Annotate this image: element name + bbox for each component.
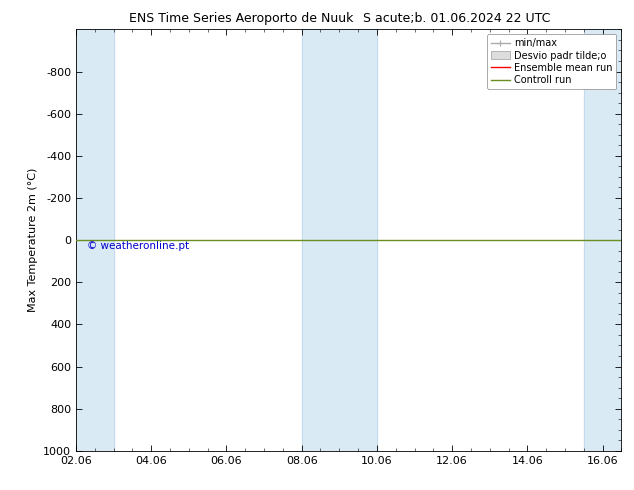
- Bar: [76, 29, 113, 451]
- Legend: min/max, Desvio padr tilde;o, Ensemble mean run, Controll run: min/max, Desvio padr tilde;o, Ensemble m…: [487, 34, 616, 89]
- Text: ENS Time Series Aeroporto de Nuuk: ENS Time Series Aeroporto de Nuuk: [129, 12, 353, 25]
- Text: © weatheronline.pt: © weatheronline.pt: [87, 242, 189, 251]
- Text: S acute;b. 01.06.2024 22 UTC: S acute;b. 01.06.2024 22 UTC: [363, 12, 550, 25]
- Bar: [302, 29, 377, 451]
- Bar: [584, 29, 621, 451]
- Y-axis label: Max Temperature 2m (°C): Max Temperature 2m (°C): [28, 168, 37, 312]
